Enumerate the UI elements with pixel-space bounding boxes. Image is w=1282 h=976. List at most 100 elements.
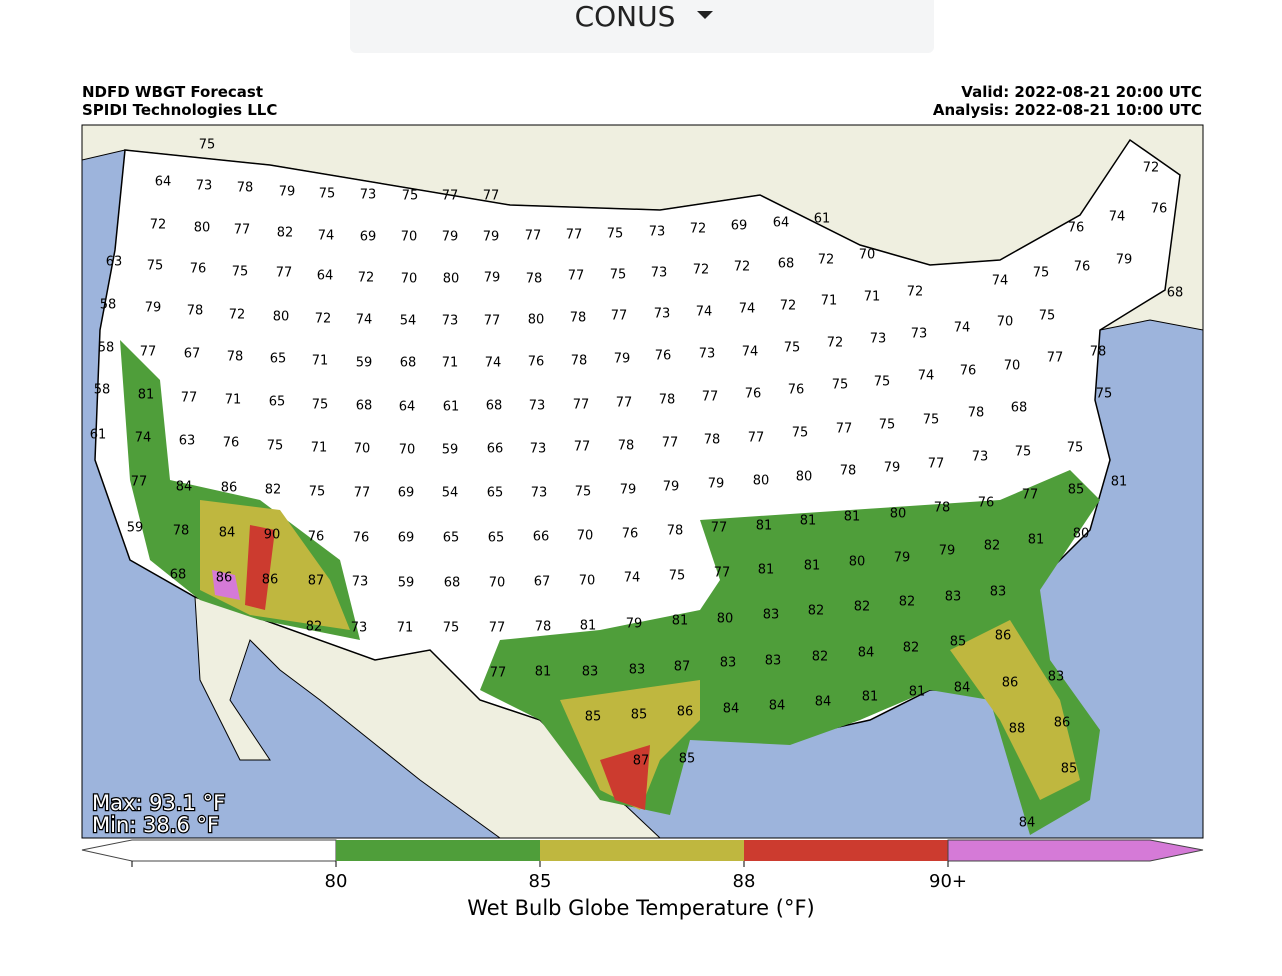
temp-label: 85 (585, 710, 602, 725)
temp-label: 80 (890, 507, 907, 522)
dropdown-label[interactable]: CONUS (575, 0, 676, 33)
temp-label: 83 (720, 656, 737, 671)
temp-label: 76 (353, 531, 370, 546)
temp-label: 71 (821, 294, 838, 309)
temp-label: 82 (899, 595, 916, 610)
temp-label: 74 (918, 369, 935, 384)
temp-label: 75 (309, 485, 326, 500)
temp-label: 77 (574, 440, 591, 455)
temp-label: 67 (184, 347, 201, 362)
temp-label: 75 (1039, 309, 1056, 324)
temp-label: 73 (351, 621, 368, 636)
temp-label: 81 (862, 690, 879, 705)
temp-label: 78 (840, 464, 857, 479)
temp-label: 73 (442, 314, 459, 329)
temp-label: 76 (978, 496, 995, 511)
temp-label: 76 (745, 387, 762, 402)
temp-label: 71 (225, 393, 242, 408)
temp-label: 74 (318, 229, 335, 244)
temp-label: 72 (818, 253, 835, 268)
temp-label: 58 (100, 298, 117, 313)
temp-label: 81 (758, 563, 775, 578)
temp-label: 73 (360, 188, 377, 203)
temp-label: 80 (753, 474, 770, 489)
temp-label: 72 (693, 263, 710, 278)
cb-88 (744, 840, 948, 861)
temp-label: 70 (489, 576, 506, 591)
temp-label: 54 (400, 314, 417, 329)
temp-label: 73 (352, 575, 369, 590)
temp-label: 71 (442, 356, 459, 371)
temp-label: 83 (763, 608, 780, 623)
temp-label: 54 (442, 486, 459, 501)
temp-label: 81 (580, 619, 597, 634)
temp-label: 63 (179, 434, 196, 449)
temp-label: 77 (1047, 351, 1064, 366)
temp-label: 77 (928, 457, 945, 472)
temp-label: 78 (659, 393, 676, 408)
temp-label: 79 (614, 352, 631, 367)
temp-label: 70 (354, 442, 371, 457)
cb-tick-label: 88 (733, 871, 756, 892)
temp-label: 76 (308, 530, 325, 545)
temp-label: 76 (1068, 221, 1085, 236)
temp-label: 70 (579, 574, 596, 589)
temp-label: 90 (264, 528, 281, 543)
temp-label: 82 (984, 539, 1001, 554)
temp-label: 79 (442, 230, 459, 245)
temp-label: 85 (950, 635, 967, 650)
cb-tick-label: 85 (529, 871, 552, 892)
region-dropdown[interactable]: CONUS (350, 0, 934, 53)
temp-label: 59 (127, 521, 144, 536)
temp-label: 86 (1054, 716, 1071, 731)
temp-label: 75 (402, 189, 419, 204)
dropdown-caret[interactable] (697, 11, 713, 19)
temp-label: 74 (135, 431, 152, 446)
temp-label: 77 (714, 566, 731, 581)
temp-label: 77 (483, 189, 500, 204)
map: 75 64 73 78 79 75 73 75 77 77 72 80 77 82 74 69 70 79 79 77… (81, 124, 1204, 839)
temp-label: 84 (1019, 816, 1036, 831)
temp-label: 84 (815, 695, 832, 710)
temp-label: 83 (990, 585, 1007, 600)
temp-label: 81 (138, 388, 155, 403)
temp-label: 85 (631, 708, 648, 723)
temp-label: 80 (849, 555, 866, 570)
temp-label: 77 (276, 266, 293, 281)
temp-label: 79 (620, 483, 637, 498)
temp-label: 71 (397, 621, 414, 636)
temp-label: 78 (187, 304, 204, 319)
colorbar: 80 85 88 90+ Wet Bulb Globe Temperature … (81, 839, 1204, 920)
temp-label: 75 (792, 426, 809, 441)
temp-label: 75 (312, 398, 329, 413)
temp-label: 75 (874, 375, 891, 390)
temp-label: 77 (568, 269, 585, 284)
temp-label: 77 (484, 314, 501, 329)
temp-label: 79 (708, 477, 725, 492)
temp-label: 75 (1067, 441, 1084, 456)
temp-label: 76 (1151, 202, 1168, 217)
temp-label: 74 (696, 305, 713, 320)
temp-label: 72 (734, 260, 751, 275)
temp-label: 73 (654, 307, 671, 322)
temp-label: 68 (486, 399, 503, 414)
temp-label: 79 (1116, 253, 1133, 268)
temp-label: 86 (995, 629, 1012, 644)
temp-label: 75 (607, 227, 624, 242)
temp-label: 84 (723, 702, 740, 717)
temp-label: 72 (229, 308, 246, 323)
temp-label: 77 (525, 229, 542, 244)
cb-80 (336, 840, 540, 861)
temp-label: 77 (442, 189, 459, 204)
temp-label: 77 (748, 431, 765, 446)
temp-label: 80 (443, 272, 460, 287)
temp-label: 84 (219, 526, 236, 541)
temp-label: 75 (443, 621, 460, 636)
temp-label: 70 (401, 272, 418, 287)
dropdown-box[interactable] (350, 0, 934, 53)
temp-label: 69 (398, 486, 415, 501)
temp-label: 78 (667, 524, 684, 539)
temp-label: 79 (939, 544, 956, 559)
temp-label: 61 (443, 400, 460, 415)
temp-label: 84 (769, 699, 786, 714)
